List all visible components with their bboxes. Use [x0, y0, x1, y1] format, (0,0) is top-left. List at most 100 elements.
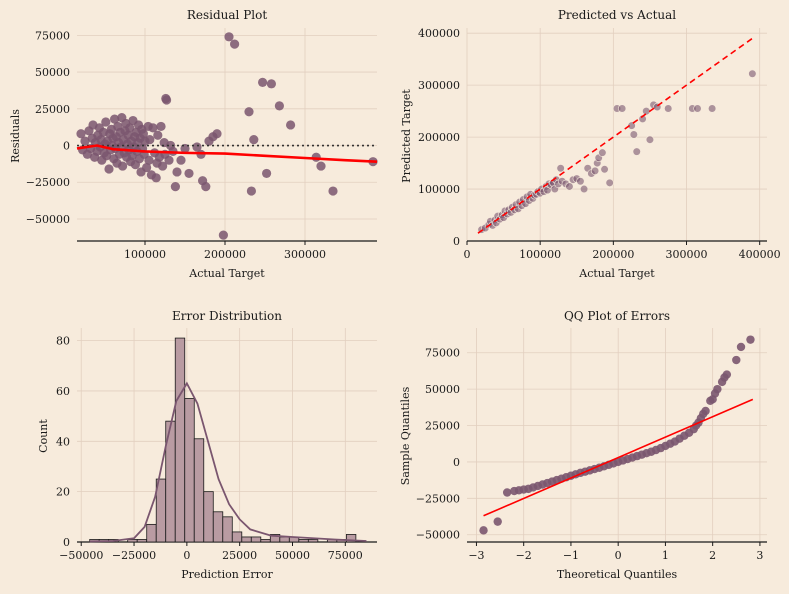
residual-point [184, 168, 194, 179]
predicted-vs-actual-ytick-label: 400000 [418, 27, 460, 40]
residual-point [170, 182, 180, 192]
residual-point [158, 161, 168, 171]
predicted-vs-actual-ytick-label: 300000 [418, 79, 460, 92]
residual-point [172, 167, 182, 177]
predicted-vs-actual-ytick-label: 200000 [418, 131, 460, 144]
residual-point [286, 120, 296, 130]
qq-xtick-label: 0 [615, 549, 622, 562]
error-distribution-title: Error Distribution [172, 309, 282, 323]
residual-point [118, 161, 128, 171]
residual-point [212, 129, 222, 139]
residual-point [201, 182, 211, 192]
prediction-point [645, 135, 655, 144]
qq-plot-panel: QQ Plot of Errors Theoretical Quantiles … [399, 309, 767, 581]
error-distribution-ytick-label: 0 [63, 536, 70, 549]
qq-plot-xlabel: Theoretical Quantiles [557, 568, 678, 581]
residual-ytick-label: −50000 [26, 213, 70, 226]
qq-xtick-label: −1 [563, 549, 579, 562]
qq-point [479, 526, 488, 535]
kde-curve [89, 381, 367, 543]
prediction-point [627, 121, 636, 130]
predicted-vs-actual-panel: Predicted vs Actual Actual Target Predic… [400, 8, 781, 280]
residual-xtick-label: 100000 [124, 248, 166, 261]
qq-plot-title: QQ Plot of Errors [564, 309, 670, 323]
prediction-point [556, 164, 565, 173]
histogram-bar [345, 534, 357, 543]
residual-point [151, 173, 161, 183]
qq-xtick-label: 3 [756, 549, 763, 562]
residual-point [145, 135, 155, 145]
qq-ytick-label: 0 [453, 456, 460, 469]
error-distribution-xtick-label: 50000 [275, 549, 310, 562]
residual-point [230, 39, 240, 49]
residual-point [176, 155, 186, 165]
qq-point [746, 335, 755, 344]
prediction-point [632, 147, 641, 156]
residual-point [246, 186, 256, 196]
histogram-bar [260, 539, 271, 543]
error-distribution-xtick-label: 25000 [222, 549, 257, 562]
predicted-vs-actual-title: Predicted vs Actual [558, 8, 676, 22]
qq-point [502, 488, 512, 497]
residual-point [156, 121, 166, 132]
prediction-point [605, 178, 614, 187]
error-distribution-ytick-label: 60 [56, 385, 70, 398]
residual-point [274, 101, 284, 111]
identity-line [477, 37, 753, 234]
predicted-vs-actual-xtick-label: 0 [464, 248, 471, 261]
residual-point [224, 32, 234, 42]
residual-ytick-label: 50000 [35, 66, 70, 79]
histogram-bar [174, 337, 186, 543]
prediction-point [565, 182, 574, 191]
prediction-point [600, 165, 609, 174]
residual-point [328, 186, 338, 196]
residual-plot-panel: Residual Plot Actual Target Residuals 10… [9, 8, 378, 280]
residual-plot-title: Residual Plot [187, 8, 267, 22]
error-distribution-ytick-label: 20 [56, 486, 70, 499]
histogram-bar [184, 398, 195, 543]
histogram-bar [307, 539, 319, 543]
error-distribution-xtick-label: 75000 [328, 549, 363, 562]
error-distribution-xlabel: Prediction Error [181, 568, 273, 581]
prediction-point [638, 114, 647, 124]
residual-xtick-label: 300000 [284, 248, 326, 261]
qq-fit-line [483, 398, 754, 517]
residual-point [138, 129, 148, 139]
predicted-vs-actual-xtick-label: 200000 [592, 248, 634, 261]
qq-point [736, 342, 746, 352]
predicted-vs-actual-xtick-label: 100000 [519, 248, 561, 261]
residual-plot-xlabel: Actual Target [188, 267, 265, 280]
prediction-point [576, 177, 585, 186]
prediction-point [748, 69, 757, 78]
prediction-point [629, 130, 638, 139]
qq-point [713, 384, 722, 394]
residual-point [80, 136, 90, 146]
residual-point [125, 123, 135, 133]
histogram-bar [146, 523, 157, 543]
qq-ytick-label: −50000 [416, 529, 460, 542]
residual-point [192, 142, 202, 152]
error-distribution-ylabel: Count [37, 419, 50, 453]
residual-ytick-label: −25000 [26, 176, 70, 189]
predicted-vs-actual-xtick-label: 400000 [739, 248, 781, 261]
residual-point [266, 79, 276, 89]
residual-point [142, 162, 152, 173]
residual-point [101, 117, 111, 127]
qq-point [493, 517, 502, 526]
residual-ytick-label: 0 [63, 140, 70, 153]
qq-point [722, 370, 732, 379]
residual-point [164, 155, 174, 165]
residual-ytick-label: 25000 [35, 103, 70, 116]
prediction-point [590, 166, 600, 175]
histogram-bar [222, 516, 233, 543]
residual-point [148, 123, 158, 133]
residual-point [153, 130, 163, 140]
histogram-bar [193, 438, 205, 543]
error-distribution-panel: Error Distribution Prediction Error Coun… [37, 309, 377, 581]
residual-point [110, 114, 120, 124]
prediction-point [598, 148, 607, 157]
lowess-trend-line [76, 144, 378, 163]
predicted-vs-actual-ytick-label: 100000 [418, 183, 460, 196]
residual-ytick-label: 75000 [35, 29, 70, 42]
